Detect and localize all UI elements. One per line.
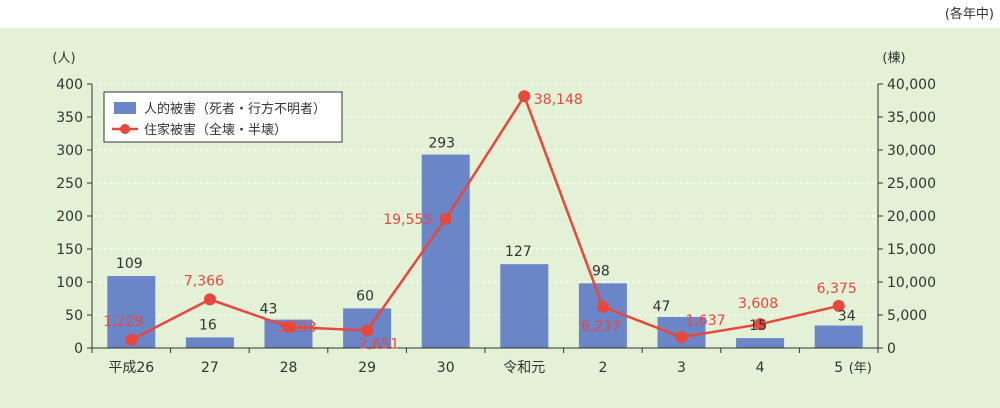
- y-right-tick-label-1: 5,000: [887, 308, 927, 324]
- legend-bar-label: 人的被害（死者・行方不明者）: [144, 101, 326, 117]
- line-series: [125, 90, 845, 346]
- y-left-tick-label-2: 100: [56, 275, 83, 291]
- line-label-2: 3,193: [276, 320, 316, 336]
- y-left-tick-label-5: 250: [56, 176, 83, 192]
- legend-line-marker: [120, 124, 130, 134]
- x-tick-label-6: 2: [598, 360, 607, 376]
- y-left-tick-label-7: 350: [56, 110, 83, 126]
- line-label-9: 6,375: [817, 281, 857, 297]
- bar-9: [814, 325, 863, 348]
- x-tick-label-9: 5: [834, 360, 843, 376]
- legend-line-label: 住家被害（全壊・半壊）: [144, 122, 287, 138]
- line-label-4: 19,555: [383, 212, 432, 228]
- bar-label-8: 15: [749, 318, 767, 334]
- line-label-6: 6,237: [581, 319, 621, 335]
- y-left-tick-label-6: 300: [56, 143, 83, 159]
- chart-panel-background: [0, 28, 1000, 408]
- bar-label-2: 43: [260, 302, 278, 318]
- line-point-3: [361, 324, 374, 337]
- bar-label-9: 34: [838, 309, 856, 325]
- x-tick-label-7: 3: [677, 360, 686, 376]
- x-tick-label-4: 30: [437, 360, 455, 376]
- line-point-9: [832, 299, 845, 312]
- line-point-8: [754, 318, 767, 331]
- y-right-tick-label-8: 40,000: [887, 77, 936, 93]
- legend-box: [103, 91, 343, 143]
- bar-label-4: 293: [428, 136, 455, 152]
- line-point-2: [282, 320, 295, 333]
- line-label-1: 7,366: [184, 273, 224, 289]
- line-label-5: 38,148: [534, 92, 583, 108]
- y-right-tick-label-7: 35,000: [887, 110, 936, 126]
- y-left-tick-label-1: 50: [65, 308, 83, 324]
- x-tick-label-0: 平成26: [108, 360, 154, 376]
- line-point-4: [439, 212, 452, 225]
- bar-1: [185, 337, 234, 348]
- line-label-7: 1,637: [685, 313, 725, 329]
- axes: 0 50 100 150 200 250 300 350 400 0 5,000 10,000 15,0…: [52, 51, 936, 376]
- gridlines: [92, 83, 878, 316]
- x-tick-label-5: 令和元: [503, 360, 545, 376]
- line-label-0: 1,229: [103, 314, 143, 330]
- line-label-8: 3,608: [738, 296, 778, 312]
- x-tick-label-2: 28: [280, 360, 298, 376]
- bar-4: [421, 154, 470, 348]
- legend-bar-swatch: [114, 102, 136, 114]
- y-left-unit: (人): [52, 51, 75, 66]
- y-left-tick-label-4: 200: [56, 209, 83, 225]
- line-point-5: [518, 90, 531, 103]
- y-left-tick-label-8: 400: [56, 77, 83, 93]
- bar-6: [578, 283, 627, 348]
- bar-label-7: 47: [653, 299, 671, 315]
- line-path: [130, 93, 839, 341]
- y-left-tick-label-0: 0: [74, 341, 83, 357]
- data-labels: 109 16 43 60 293 127 98 47 15 34 1,229 7,366 3,193 2,…: [103, 92, 856, 352]
- line-label-3: 2,651: [359, 337, 399, 353]
- x-tick-label-8: 4: [756, 360, 765, 376]
- y-right-tick-label-4: 20,000: [887, 209, 936, 225]
- y-right-unit: (棟): [882, 51, 905, 66]
- bar-label-1: 16: [199, 317, 217, 333]
- bar-label-6: 98: [592, 263, 610, 279]
- y-right-tick-label-3: 15,000: [887, 242, 936, 258]
- bar-series: [107, 154, 863, 348]
- bar-label-0: 109: [116, 256, 143, 272]
- y-right-tick-label-5: 25,000: [887, 176, 936, 192]
- bar-label-5: 127: [505, 244, 532, 260]
- bar-8: [736, 338, 785, 348]
- line-point-6: [596, 300, 609, 313]
- x-tick-label-3: 29: [358, 360, 376, 376]
- bar-5: [500, 264, 549, 348]
- legend: 人的被害（死者・行方不明者） 住家被害（全壊・半壊）: [103, 91, 343, 143]
- y-right-tick-label-0: 0: [887, 341, 896, 357]
- line-point-0: [125, 333, 138, 346]
- line-point-1: [203, 293, 216, 306]
- x-tick-label-1: 27: [201, 360, 219, 376]
- y-right-tick-label-2: 10,000: [887, 275, 936, 291]
- period-note: (各年中): [945, 6, 994, 22]
- y-left-tick-label-3: 150: [56, 242, 83, 258]
- y-right-tick-label-6: 30,000: [887, 143, 936, 159]
- x-axis-unit: (年): [849, 361, 872, 376]
- line-point-7: [675, 331, 688, 344]
- bar-label-3: 60: [356, 288, 374, 304]
